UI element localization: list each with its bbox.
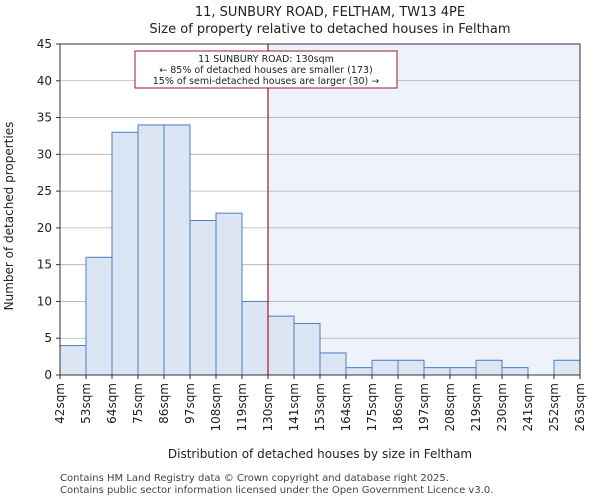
y-tick-label-5: 25 — [37, 184, 52, 198]
annotation-line-2: ← 85% of detached houses are smaller (17… — [159, 65, 372, 76]
x-tick-label-5: 97sqm — [183, 383, 197, 424]
x-tick-label-9: 141sqm — [287, 383, 301, 431]
x-tick-label-2: 64sqm — [105, 383, 119, 424]
chart-title: 11, SUNBURY ROAD, FELTHAM, TW13 4PE — [195, 5, 465, 20]
x-tick-label-4: 86sqm — [157, 383, 171, 424]
bar-15 — [449, 367, 477, 376]
x-tick-label-0: 42sqm — [53, 383, 67, 424]
y-tick-label-7: 35 — [37, 111, 52, 125]
bar-4 — [163, 124, 191, 376]
bar-10 — [319, 352, 347, 376]
y-tick-label-4: 20 — [37, 221, 52, 235]
x-tick-label-20: 263sqm — [573, 383, 587, 431]
bar-11 — [345, 367, 373, 376]
bar-19 — [553, 359, 581, 376]
x-tick-label-10: 153sqm — [313, 383, 327, 431]
x-tick-label-11: 164sqm — [339, 383, 353, 431]
x-axis-label: Distribution of detached houses by size … — [168, 447, 472, 461]
bar-13 — [397, 359, 425, 376]
x-tick-label-1: 53sqm — [79, 383, 93, 424]
x-tick-label-6: 108sqm — [209, 383, 223, 431]
footer-line-2: Contains public sector information licen… — [60, 485, 494, 496]
x-tick-label-12: 175sqm — [365, 383, 379, 431]
y-tick-label-2: 10 — [37, 294, 52, 308]
bar-1 — [85, 256, 113, 376]
bar-0 — [59, 345, 87, 376]
y-tick-label-9: 45 — [37, 37, 52, 51]
bar-6 — [215, 212, 243, 376]
x-tick-label-16: 219sqm — [469, 383, 483, 431]
bar-9 — [293, 323, 321, 376]
y-tick-label-8: 40 — [37, 74, 52, 88]
bar-8 — [267, 315, 295, 376]
chart: 11, SUNBURY ROAD, FELTHAM, TW13 4PE Size… — [2, 5, 587, 461]
annotation-box — [134, 50, 398, 89]
x-tick-label-8: 130sqm — [261, 383, 275, 431]
bar-12 — [371, 359, 399, 376]
x-tick-label-13: 186sqm — [391, 383, 405, 431]
y-axis-label: Number of detached properties — [2, 122, 16, 311]
x-tick-label-18: 241sqm — [521, 383, 535, 431]
footer-line-1: Contains HM Land Registry data © Crown c… — [60, 473, 449, 484]
bar-2 — [111, 131, 139, 376]
y-tick-label-0: 0 — [44, 368, 52, 382]
y-tick-label-1: 5 — [44, 331, 52, 345]
x-tick-label-7: 119sqm — [235, 383, 249, 431]
bar-17 — [501, 367, 529, 376]
chart-subtitle: Size of property relative to detached ho… — [149, 22, 510, 37]
bar-7 — [241, 300, 269, 376]
x-tick-label-15: 208sqm — [443, 383, 457, 431]
x-tick-label-19: 252sqm — [547, 383, 561, 431]
y-tick-label-6: 30 — [37, 147, 52, 161]
annotation-line-3: 15% of semi-detached houses are larger (… — [153, 76, 380, 87]
annotation-line-1: 11 SUNBURY ROAD: 130sqm — [198, 54, 334, 65]
bar-5 — [189, 220, 217, 376]
x-tick-label-14: 197sqm — [417, 383, 431, 431]
y-tick-label-3: 15 — [37, 258, 52, 272]
x-tick-label-17: 230sqm — [495, 383, 509, 431]
x-tick-label-3: 75sqm — [131, 383, 145, 424]
bar-16 — [475, 359, 503, 376]
highlight-region — [268, 44, 580, 375]
bar-14 — [423, 367, 451, 376]
plot-area: 0 5 10 15 20 25 30 35 40 45 42sqm 53sqm 64sqm 75sqm 86… — [37, 37, 587, 431]
bar-3 — [137, 124, 165, 376]
